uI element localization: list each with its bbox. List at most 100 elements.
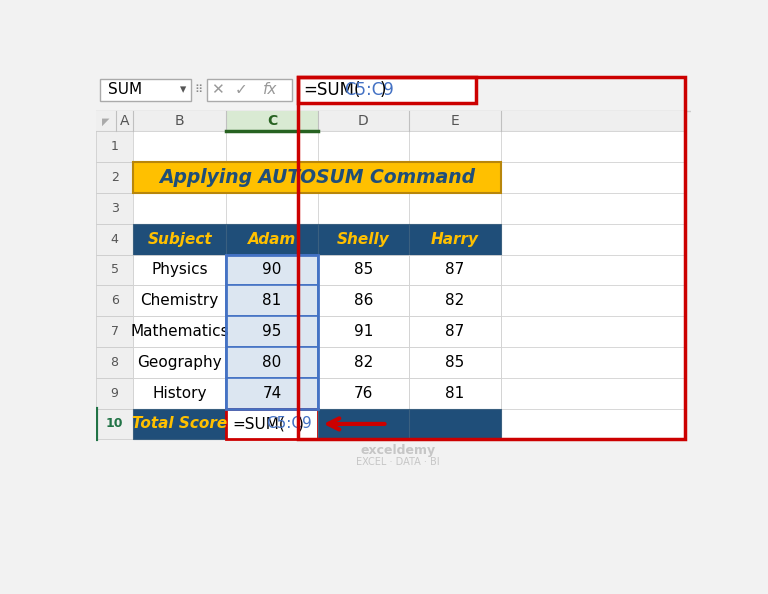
Text: Subject: Subject <box>147 232 212 247</box>
Bar <box>227 255 318 409</box>
Bar <box>409 162 501 193</box>
Bar <box>318 378 409 409</box>
Bar <box>133 378 227 409</box>
Bar <box>409 316 501 347</box>
Bar <box>318 255 409 285</box>
Bar <box>133 162 227 193</box>
Bar <box>409 409 501 440</box>
Text: Harry: Harry <box>431 232 478 247</box>
Text: 82: 82 <box>354 355 373 370</box>
Text: EXCEL · DATA · BI: EXCEL · DATA · BI <box>356 457 440 467</box>
Text: Shelly: Shelly <box>337 232 389 247</box>
Text: Mathematics: Mathematics <box>131 324 229 339</box>
Bar <box>318 316 409 347</box>
Bar <box>318 347 409 378</box>
Bar <box>133 162 501 193</box>
Bar <box>227 316 318 347</box>
Bar <box>227 409 318 440</box>
Bar <box>227 131 318 162</box>
Text: 7: 7 <box>111 325 118 338</box>
Text: 2: 2 <box>111 171 118 184</box>
Text: 80: 80 <box>263 355 282 370</box>
Bar <box>133 378 227 409</box>
Bar <box>227 285 318 316</box>
Bar <box>318 409 409 440</box>
Bar <box>133 193 227 224</box>
Bar <box>133 224 227 255</box>
Bar <box>501 162 685 193</box>
Bar <box>133 224 227 255</box>
Bar <box>227 285 318 316</box>
Text: 1: 1 <box>111 140 118 153</box>
Bar <box>133 347 227 378</box>
Bar <box>227 255 318 285</box>
Text: 76: 76 <box>354 386 373 400</box>
Bar <box>297 77 475 103</box>
Bar <box>96 111 685 131</box>
Bar <box>318 224 409 255</box>
Text: 85: 85 <box>354 263 373 277</box>
Text: =SUM(: =SUM( <box>303 81 361 99</box>
Text: ): ) <box>379 81 386 99</box>
Bar <box>501 255 685 285</box>
Bar <box>227 347 318 378</box>
Bar <box>501 409 685 440</box>
Bar <box>133 285 227 316</box>
Bar <box>318 285 409 316</box>
Bar <box>409 347 501 378</box>
Bar <box>227 224 318 255</box>
Text: History: History <box>153 386 207 400</box>
Text: ): ) <box>297 416 303 431</box>
Bar <box>133 347 227 378</box>
Text: 87: 87 <box>445 263 465 277</box>
Bar <box>96 193 133 224</box>
Text: ⠿: ⠿ <box>194 85 202 95</box>
Text: C5:C9: C5:C9 <box>266 416 313 431</box>
Text: E: E <box>451 114 459 128</box>
Bar <box>133 255 227 285</box>
Text: 87: 87 <box>445 324 465 339</box>
Bar <box>318 347 409 378</box>
Text: ✓: ✓ <box>234 82 247 97</box>
Text: 10: 10 <box>106 418 124 431</box>
Bar <box>133 316 227 347</box>
Text: Total Score: Total Score <box>132 416 227 431</box>
Bar <box>501 378 685 409</box>
Text: 74: 74 <box>263 386 282 400</box>
Text: Applying AUTOSUM Command: Applying AUTOSUM Command <box>159 168 475 187</box>
Bar <box>227 162 318 193</box>
Bar <box>409 347 501 378</box>
Text: 81: 81 <box>263 293 282 308</box>
Text: SUM: SUM <box>108 82 142 97</box>
Bar <box>501 131 685 162</box>
Text: 5: 5 <box>111 264 118 276</box>
Bar <box>501 347 685 378</box>
Bar <box>409 255 501 285</box>
Text: C: C <box>266 114 277 128</box>
Text: Adam: Adam <box>248 232 296 247</box>
Bar <box>96 347 133 378</box>
Text: 4: 4 <box>111 233 118 246</box>
Bar <box>133 255 227 285</box>
Bar <box>207 79 292 100</box>
Bar <box>227 347 318 378</box>
Bar <box>96 285 133 316</box>
Text: 3: 3 <box>111 202 118 215</box>
Bar <box>318 162 409 193</box>
Bar <box>133 285 227 316</box>
Bar <box>96 378 133 409</box>
Text: 90: 90 <box>262 263 282 277</box>
Text: 8: 8 <box>111 356 118 369</box>
Text: ▾: ▾ <box>180 83 187 96</box>
Bar <box>96 255 133 285</box>
Text: Geography: Geography <box>137 355 222 370</box>
Text: 91: 91 <box>354 324 373 339</box>
Bar <box>96 71 691 111</box>
Text: C5:C9: C5:C9 <box>344 81 394 99</box>
Bar <box>501 224 685 255</box>
Text: fx: fx <box>263 82 277 97</box>
Bar <box>227 224 318 255</box>
Bar <box>227 255 318 285</box>
Text: =SUM(: =SUM( <box>233 416 285 431</box>
Bar <box>409 224 501 255</box>
